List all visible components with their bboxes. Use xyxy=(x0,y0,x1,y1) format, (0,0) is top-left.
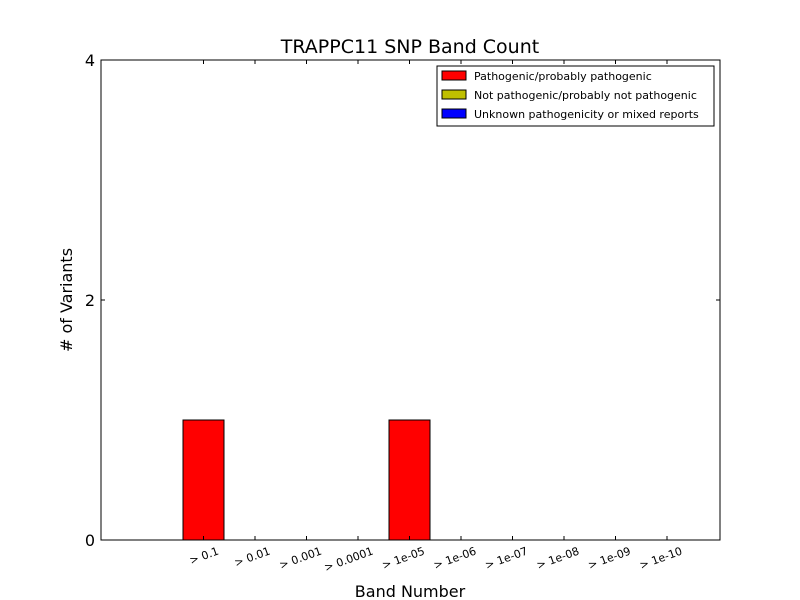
xtick-label-0: > 0.1 xyxy=(188,545,221,568)
bar-pathogenic-0 xyxy=(182,419,225,541)
xtick-label-8: > 1e-09 xyxy=(586,545,632,572)
xtick-label-3: > 0.0001 xyxy=(322,545,375,575)
ytick-label-4: 4 xyxy=(85,51,95,70)
plot-frame xyxy=(100,59,721,541)
legend: Pathogenic/probably pathogenic Not patho… xyxy=(436,65,715,127)
x-axis-title: Band Number xyxy=(355,582,466,600)
legend-label-not-pathogenic: Not pathogenic/probably not pathogenic xyxy=(474,89,697,102)
bars-group xyxy=(182,419,431,541)
xtick-label-7: > 1e-08 xyxy=(535,545,581,572)
ytick-label-2: 2 xyxy=(85,291,95,310)
legend-label-pathogenic: Pathogenic/probably pathogenic xyxy=(474,70,652,83)
xtick-label-6: > 1e-07 xyxy=(483,545,529,572)
legend-swatch-unknown xyxy=(441,108,467,119)
bar-pathogenic-4 xyxy=(388,419,431,541)
legend-box xyxy=(436,65,715,127)
xtick-label-9: > 1e-10 xyxy=(638,545,684,572)
ytick-label-0: 0 xyxy=(85,531,95,550)
legend-label-unknown: Unknown pathogenicity or mixed reports xyxy=(474,108,699,121)
xtick-label-4: > 1e-05 xyxy=(380,545,426,572)
xtick-label-5: > 1e-06 xyxy=(432,545,478,572)
legend-swatch-pathogenic xyxy=(441,70,467,81)
xtick-label-2: > 0.001 xyxy=(278,545,324,572)
y-axis-title: # of Variants xyxy=(57,248,76,352)
chart-title: TRAPPC11 SNP Band Count xyxy=(280,36,539,58)
legend-swatch-not-pathogenic xyxy=(441,89,467,100)
xtick-label-1: > 0.01 xyxy=(233,545,272,570)
xtick-labels-group: > 0.1 > 0.01 > 0.001> 0.0001 > 1e-05 > 1e-06… xyxy=(188,545,684,575)
